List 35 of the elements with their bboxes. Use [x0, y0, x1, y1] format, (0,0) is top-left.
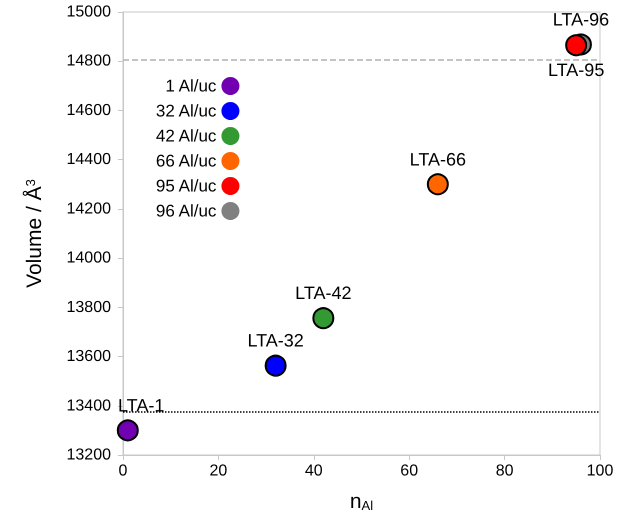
legend-label: 95 Al/uc	[156, 176, 217, 196]
annotation: LTA-66	[410, 149, 466, 170]
y-tick-label: 14800	[66, 52, 112, 70]
point	[312, 307, 334, 330]
legend-label: 32 Al/uc	[156, 102, 217, 120]
point	[116, 419, 139, 442]
annotation: LTA-42	[295, 283, 352, 304]
x-tick-label: 40	[304, 462, 323, 480]
annotation: LTA-1	[118, 395, 164, 416]
x-axis-title: nAl	[350, 490, 374, 513]
y-tick-label: 14400	[66, 151, 112, 168]
annotation: LTA-96	[552, 9, 610, 30]
y-tick-label: 13800	[66, 298, 112, 316]
legend-label: 66 Al/uc	[156, 152, 217, 170]
x-tick-label: 80	[496, 462, 514, 480]
x-tick-label: 0	[118, 462, 128, 480]
x-tick-label: 60	[400, 462, 418, 480]
y-tick-label: 13600	[66, 348, 112, 366]
legend-label: 1 Al/uc	[165, 76, 217, 96]
y-axis-title: Volume / Å3	[22, 179, 46, 288]
annotation: LTA-95	[548, 60, 604, 80]
y-tick-label: 15000	[66, 4, 112, 20]
legend-label: 42 Al/uc	[156, 126, 217, 146]
y-tick-label: 14200	[66, 200, 112, 218]
x-tick-label: 100	[586, 462, 614, 480]
point	[264, 354, 287, 377]
y-tick-label: 13400	[66, 397, 112, 414]
y-tick-label: 13200	[66, 446, 112, 464]
y-tick-label: 14600	[66, 102, 112, 119]
point	[565, 34, 588, 56]
x-tick-label: 20	[210, 462, 228, 480]
y-tick-label: 14000	[66, 250, 112, 267]
annotation: LTA-32	[247, 330, 304, 351]
legend-label: 96 Al/uc	[156, 202, 217, 220]
point	[426, 173, 449, 196]
